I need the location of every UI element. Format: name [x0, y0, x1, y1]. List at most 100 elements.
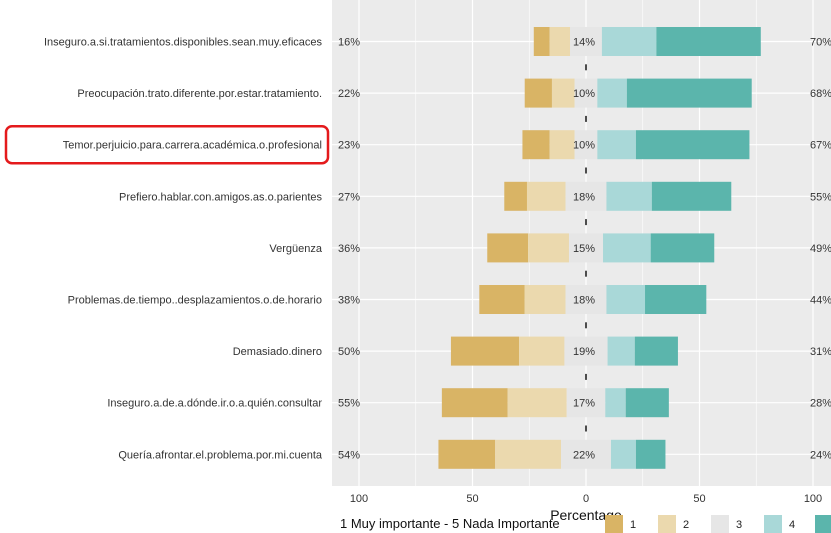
bar-segment-level-5 — [635, 130, 750, 160]
bar-segment-level-5 — [625, 388, 669, 418]
bar-segment-level-1 — [504, 181, 527, 211]
bar-segment-level-3 — [574, 130, 598, 160]
bar-segment-level-2 — [507, 388, 567, 418]
center-percent-label: 18% — [573, 191, 595, 203]
bar-segment-level-4 — [606, 181, 652, 211]
x-tick-label: 50 — [466, 493, 478, 505]
right-percent-label: 55% — [810, 191, 831, 203]
category-label: Inseguro.a.si.tratamientos.disponibles.s… — [44, 37, 322, 49]
right-percent-label: 24% — [810, 449, 831, 461]
center-percent-label: 18% — [573, 295, 595, 307]
bar-segment-level-5 — [656, 27, 761, 56]
bar-segment-level-3 — [574, 78, 598, 108]
category-label: Inseguro.a.de.a.dónde.ir.o.a.quién.consu… — [107, 398, 322, 410]
bar-segment-level-4 — [601, 27, 657, 56]
right-percent-label: 28% — [810, 398, 831, 410]
legend-label: 4 — [789, 519, 795, 531]
legend-swatch-3 — [711, 515, 729, 533]
center-percent-label: 10% — [573, 140, 595, 152]
bar-segment-level-2 — [526, 181, 566, 211]
category-label: Prefiero.hablar.con.amigos.as.o.pariente… — [119, 191, 323, 203]
x-tick-label: 50 — [693, 493, 705, 505]
left-percent-label: 38% — [338, 295, 360, 307]
center-percent-label: 15% — [573, 243, 595, 255]
center-percent-label: 22% — [573, 449, 595, 461]
bar-segment-level-1 — [522, 130, 550, 160]
right-percent-label: 68% — [810, 88, 831, 100]
left-percent-label: 23% — [338, 140, 360, 152]
bar-segment-level-4 — [597, 130, 636, 160]
legend-swatch-4 — [764, 515, 782, 533]
bar-segment-level-2 — [519, 336, 565, 366]
bar-segment-level-2 — [528, 233, 569, 263]
category-label: Preocupación.trato.diferente.por.estar.t… — [77, 88, 322, 100]
bar-segment-level-2 — [549, 130, 575, 160]
category-label: Quería.afrontar.el.problema.por.mi.cuent… — [118, 449, 322, 461]
bar-segment-level-5 — [650, 233, 715, 263]
center-percent-label: 14% — [573, 37, 595, 49]
bar-segment-level-1 — [487, 233, 529, 263]
bar-segment-level-2 — [495, 439, 562, 469]
center-percent-label: 10% — [573, 88, 595, 100]
legend-swatch-1 — [605, 515, 623, 533]
bar-segment-level-4 — [606, 285, 646, 314]
bar-segment-level-3 — [561, 439, 611, 469]
right-percent-label: 67% — [810, 140, 831, 152]
category-label: Vergüenza — [269, 243, 322, 255]
legend-label: 3 — [736, 519, 742, 531]
bar-segment-level-5 — [634, 336, 678, 366]
right-percent-label: 44% — [810, 295, 831, 307]
legend-swatch-2 — [658, 515, 676, 533]
left-percent-label: 22% — [338, 88, 360, 100]
bar-segment-level-3 — [570, 27, 602, 56]
left-percent-label: 50% — [338, 346, 360, 358]
bar-segment-level-5 — [651, 181, 732, 211]
center-percent-label: 19% — [573, 346, 595, 358]
x-tick-label: 100 — [350, 493, 368, 505]
bar-segment-level-1 — [524, 78, 552, 108]
category-label: Problemas.de.tiempo..desplazamientos.o.d… — [68, 295, 322, 307]
bar-segment-level-5 — [635, 439, 666, 469]
bar-segment-level-2 — [551, 78, 575, 108]
highlight-box — [4, 124, 330, 165]
legend-title: 1 Muy importante - 5 Nada Importante — [340, 516, 560, 531]
bar-segment-level-1 — [533, 27, 550, 56]
bar-segment-level-4 — [597, 78, 627, 108]
x-tick-label: 100 — [804, 493, 822, 505]
category-label: Demasiado.dinero — [233, 346, 322, 358]
bar-segment-level-2 — [524, 285, 566, 314]
x-axis-title: Percentage — [550, 507, 622, 523]
x-tick-label: 0 — [583, 493, 589, 505]
legend-label: 1 — [630, 519, 636, 531]
bar-segment-level-3 — [568, 233, 604, 263]
right-percent-label: 70% — [810, 37, 831, 49]
bar-segment-level-3 — [566, 388, 606, 418]
center-percent-label: 17% — [573, 398, 595, 410]
bar-segment-level-3 — [564, 336, 608, 366]
bar-segment-level-4 — [610, 439, 636, 469]
left-percent-label: 27% — [338, 191, 360, 203]
left-percent-label: 16% — [338, 37, 360, 49]
bar-segment-level-1 — [438, 439, 496, 469]
bar-segment-level-1 — [450, 336, 520, 366]
left-percent-label: 36% — [338, 243, 360, 255]
bar-segment-level-5 — [626, 78, 752, 108]
category-label: Temor.perjuicio.para.carrera.académica.o… — [63, 140, 322, 152]
left-percent-label: 54% — [338, 449, 360, 461]
right-percent-label: 31% — [810, 346, 831, 358]
right-percent-label: 49% — [810, 243, 831, 255]
bar-segment-level-3 — [565, 181, 607, 211]
legend-swatch-5 — [815, 515, 831, 533]
left-percent-label: 55% — [338, 398, 360, 410]
bar-segment-level-5 — [645, 285, 707, 314]
bar-segment-level-1 — [479, 285, 525, 314]
bar-segment-level-3 — [565, 285, 607, 314]
bar-segment-level-4 — [605, 388, 626, 418]
bar-segment-level-1 — [441, 388, 508, 418]
bar-segment-level-4 — [607, 336, 635, 366]
bar-segment-level-4 — [603, 233, 651, 263]
legend-label: 2 — [683, 519, 689, 531]
bar-segment-level-2 — [549, 27, 571, 56]
